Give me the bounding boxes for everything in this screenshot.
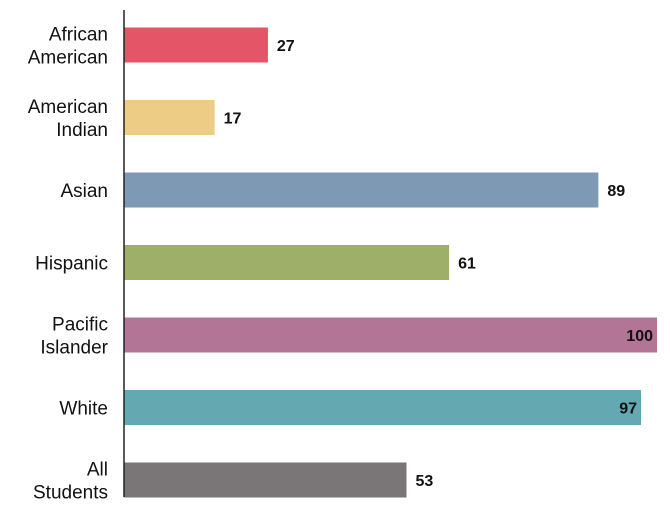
category-label: All Students (33, 460, 108, 504)
value-label: 27 (277, 38, 295, 55)
category-label: African American (28, 25, 108, 69)
bars-layer (124, 27, 657, 498)
value-label: 61 (458, 256, 476, 273)
bar-4 (124, 317, 657, 353)
bar-1 (124, 100, 215, 135)
bar-5 (124, 390, 642, 425)
value-label: 100 (626, 328, 653, 345)
value-labels: 27 17 89 61 100 97 53 (224, 38, 653, 490)
value-label: 53 (415, 473, 433, 490)
value-label: 89 (607, 183, 625, 200)
category-label: Hispanic (35, 254, 108, 275)
category-label: White (59, 399, 108, 420)
category-labels: African American American Indian Asian Hispan… (28, 25, 109, 504)
category-label: Asian (60, 181, 108, 202)
value-label: 97 (619, 401, 637, 418)
value-label: 17 (224, 111, 242, 128)
bar-6 (124, 462, 407, 498)
category-label: Pacific Islander (40, 315, 108, 359)
bar-2 (124, 172, 599, 208)
category-label: American Indian (28, 97, 108, 141)
bar-0 (124, 27, 268, 63)
bar-3 (124, 245, 450, 280)
